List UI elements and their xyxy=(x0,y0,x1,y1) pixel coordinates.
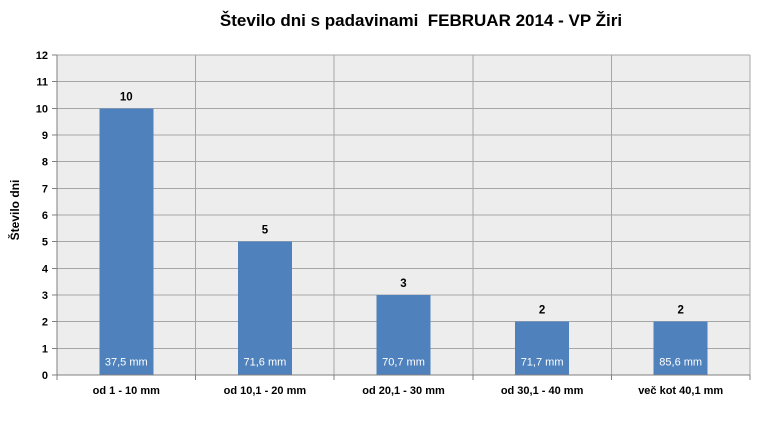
x-category-label: od 10,1 - 20 mm xyxy=(224,385,307,397)
y-tick-label: 7 xyxy=(42,183,48,195)
x-category-label: več kot 40,1 mm xyxy=(638,385,723,397)
bar xyxy=(237,241,292,375)
bar-value-label: 2 xyxy=(539,305,545,317)
bar-value-label: 3 xyxy=(400,278,406,290)
bar xyxy=(515,321,570,375)
y-tick-label: 8 xyxy=(42,157,48,169)
bar xyxy=(376,295,431,375)
x-category-label: od 30,1 - 40 mm xyxy=(501,385,584,397)
y-tick-label: 3 xyxy=(42,290,48,302)
chart-title: Število dni s padavinami FEBRUAR 2014 - … xyxy=(219,11,623,30)
bar-value-label: 5 xyxy=(262,225,269,237)
bar-mm-label: 37,5 mm xyxy=(105,357,148,369)
y-tick-label: 9 xyxy=(42,130,48,142)
bar-mm-label: 71,7 mm xyxy=(521,357,564,369)
bar xyxy=(99,108,154,375)
y-tick-label: 5 xyxy=(42,237,48,249)
y-tick-label: 1 xyxy=(42,343,48,355)
bar-mm-label: 71,6 mm xyxy=(244,357,287,369)
y-tick-label: 2 xyxy=(42,317,48,329)
bar xyxy=(653,321,708,375)
x-category-label: od 20,1 - 30 mm xyxy=(362,385,445,397)
y-tick-label: 11 xyxy=(36,77,48,89)
bar-mm-label: 70,7 mm xyxy=(382,357,425,369)
bar-value-label: 2 xyxy=(677,305,683,317)
y-tick-label: 6 xyxy=(42,210,48,222)
bar-value-label: 10 xyxy=(120,91,133,103)
bar-mm-label: 85,6 mm xyxy=(659,357,702,369)
x-category-label: od 1 - 10 mm xyxy=(93,385,160,397)
y-tick-label: 0 xyxy=(42,370,48,382)
y-tick-label: 4 xyxy=(42,263,49,275)
y-tick-label: 10 xyxy=(36,103,48,115)
y-tick-label: 12 xyxy=(36,50,48,62)
